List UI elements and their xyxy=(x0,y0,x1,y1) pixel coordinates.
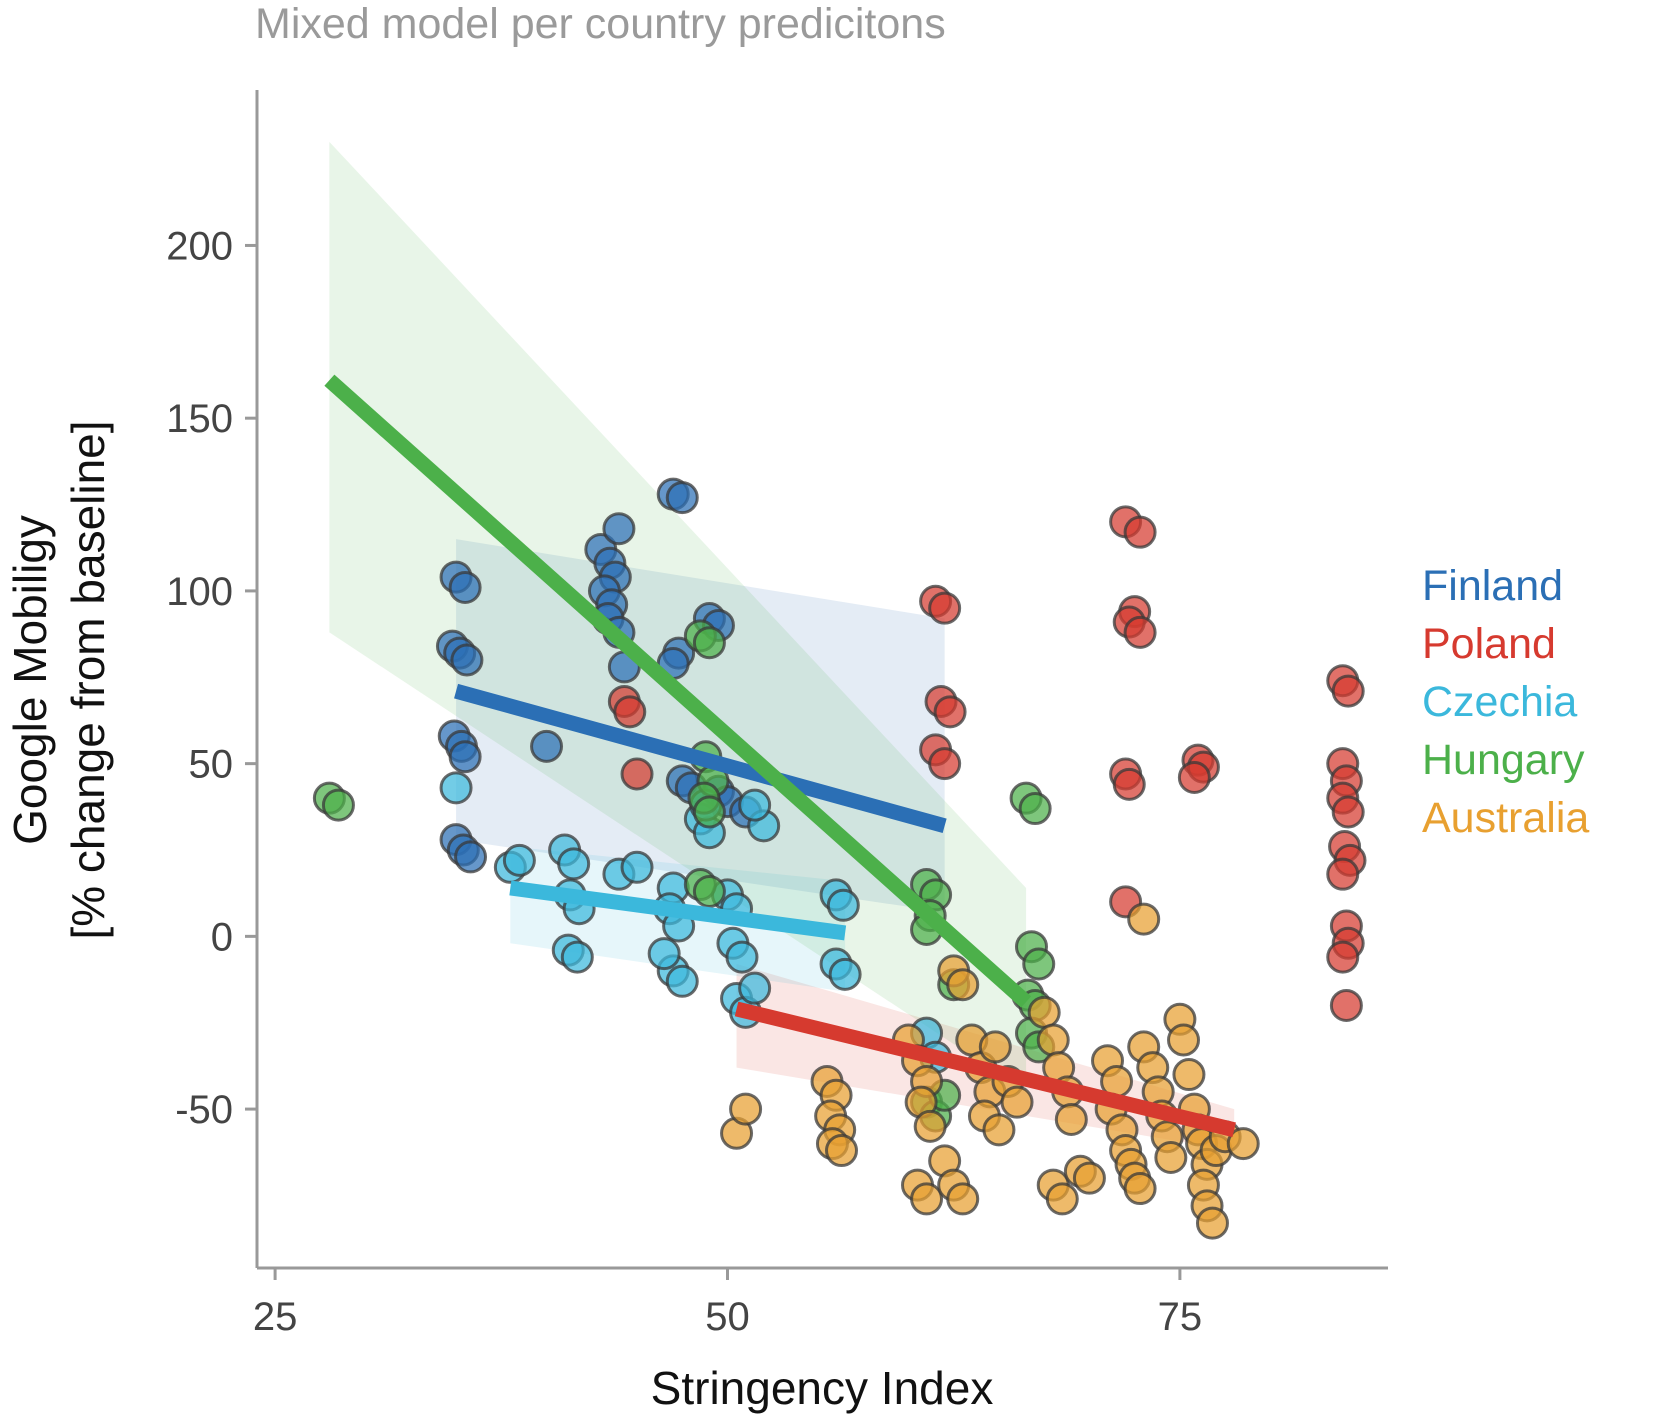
y-tick-label: 50 xyxy=(189,743,234,787)
point-czechia xyxy=(560,940,594,974)
x-axis-title: Stringency Index xyxy=(651,1362,994,1414)
point-czechia xyxy=(738,788,772,822)
point-czechia xyxy=(665,964,699,998)
point-australia xyxy=(1123,1172,1157,1206)
fit-lines xyxy=(324,374,1236,1138)
point-poland xyxy=(1112,767,1146,801)
point-poland xyxy=(1123,515,1157,549)
point-australia xyxy=(982,1113,1016,1147)
point-hungary xyxy=(1022,947,1056,981)
y-axis-title: Google Mobiligy [% change from baseline] xyxy=(4,420,114,939)
point-australia xyxy=(1172,1058,1206,1092)
point-czechia xyxy=(502,843,536,877)
point-hungary xyxy=(692,874,726,908)
point-australia xyxy=(1000,1085,1034,1119)
point-czechia xyxy=(620,850,654,884)
point-finland xyxy=(530,729,564,763)
point-czechia xyxy=(826,888,860,922)
chart-title: Mixed model per country predicitons xyxy=(255,0,946,48)
y-axis-title-line1: Google Mobiligy xyxy=(4,515,56,845)
legend: Finland Poland Czechia Hungary Australia xyxy=(1422,562,1589,842)
point-czechia xyxy=(647,937,681,971)
point-czechia xyxy=(439,771,473,805)
x-tick-label: 75 xyxy=(1158,1295,1203,1339)
point-poland xyxy=(1326,940,1360,974)
legend-item-finland: Finland xyxy=(1422,562,1563,610)
point-australia xyxy=(946,1182,980,1216)
data-points xyxy=(312,477,1367,1240)
point-poland xyxy=(1177,760,1211,794)
point-australia xyxy=(910,1182,944,1216)
fit-line-czechia xyxy=(509,880,847,941)
legend-item-australia: Australia xyxy=(1422,794,1589,842)
point-finland xyxy=(448,740,482,774)
point-australia xyxy=(1226,1127,1260,1161)
y-axis-ticks: -50 0 50 100 150 200 xyxy=(166,224,257,1132)
point-poland xyxy=(1329,988,1363,1022)
x-tick-label: 50 xyxy=(705,1295,750,1339)
y-tick-label: -50 xyxy=(175,1088,233,1132)
point-australia xyxy=(1036,1023,1070,1057)
point-australia xyxy=(1045,1182,1079,1216)
point-poland xyxy=(933,695,967,729)
point-australia xyxy=(825,1134,859,1168)
fit-line-poland xyxy=(734,1001,1236,1138)
point-poland xyxy=(1331,795,1365,829)
point-finland xyxy=(450,643,484,677)
y-tick-label: 200 xyxy=(166,224,233,268)
point-australia xyxy=(1072,1161,1106,1195)
point-finland xyxy=(602,512,636,546)
fit-line-finland xyxy=(454,683,947,834)
point-australia xyxy=(1195,1206,1229,1240)
y-tick-label: 0 xyxy=(211,915,233,959)
point-hungary xyxy=(692,626,726,660)
point-australia xyxy=(1154,1140,1188,1174)
point-finland xyxy=(454,840,488,874)
x-axis-ticks: 25 50 75 xyxy=(253,1268,1202,1339)
point-poland xyxy=(613,695,647,729)
point-hungary xyxy=(692,795,726,829)
point-finland xyxy=(448,570,482,604)
y-tick-label: 150 xyxy=(166,397,233,441)
fit-line-hungary xyxy=(324,374,1032,1008)
legend-item-czechia: Czechia xyxy=(1422,678,1577,726)
axes: -50 0 50 100 150 200 25 50 75 xyxy=(166,90,1388,1339)
point-hungary xyxy=(321,788,355,822)
point-poland xyxy=(928,747,962,781)
point-czechia xyxy=(738,971,772,1005)
y-axis-title-line2: [% change from baseline] xyxy=(62,420,114,939)
legend-item-poland: Poland xyxy=(1422,620,1556,668)
point-poland xyxy=(1331,674,1365,708)
point-poland xyxy=(928,591,962,625)
point-australia xyxy=(946,968,980,1002)
x-tick-label: 25 xyxy=(253,1295,298,1339)
point-australia xyxy=(913,1109,947,1143)
point-australia xyxy=(1127,902,1161,936)
point-poland xyxy=(620,757,654,791)
point-czechia xyxy=(557,847,591,881)
point-czechia xyxy=(828,957,862,991)
point-australia xyxy=(1054,1102,1088,1136)
point-australia xyxy=(1027,995,1061,1029)
point-czechia xyxy=(725,940,759,974)
point-poland xyxy=(1326,857,1360,891)
y-tick-label: 100 xyxy=(166,570,233,614)
point-poland xyxy=(1123,615,1157,649)
point-finland xyxy=(665,481,699,515)
point-australia xyxy=(978,1030,1012,1064)
point-hungary xyxy=(1018,792,1052,826)
point-australia xyxy=(1167,1023,1201,1057)
point-australia xyxy=(729,1092,763,1126)
legend-item-hungary: Hungary xyxy=(1422,736,1585,784)
